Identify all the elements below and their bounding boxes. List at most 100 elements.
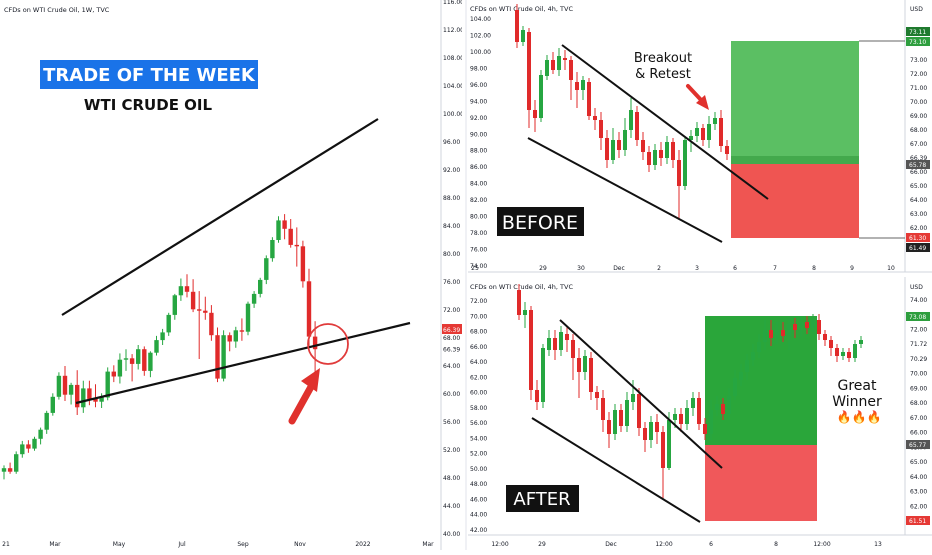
before-entry-tag <box>906 160 930 169</box>
left-candle-body <box>20 444 25 455</box>
after-upper-channel-line <box>559 319 723 469</box>
before-left-tick-9: 86.00 <box>470 164 487 171</box>
left-price-tick-20: 40.00 <box>443 531 460 538</box>
after-lower-channel-line <box>531 417 701 523</box>
after-candle-body <box>667 420 671 468</box>
after-right-tick-5: 70.00 <box>910 371 927 378</box>
after-candle-body <box>661 432 665 468</box>
after-label-box <box>506 485 579 512</box>
left-price-tick-19: 44.00 <box>443 503 460 510</box>
left-candle-body <box>215 335 220 379</box>
before-right-tick-6: 67.00 <box>910 141 927 148</box>
before-candle-body <box>671 142 675 160</box>
before-left-tick-8: 88.00 <box>470 148 487 155</box>
after-candle-body <box>835 348 839 356</box>
after-candle-body <box>547 338 551 350</box>
after-left-tick-8: 56.00 <box>470 420 487 427</box>
before-candle-body <box>725 146 729 154</box>
before-candle-body <box>599 120 603 138</box>
before-lower-channel-line <box>527 137 723 243</box>
after-candle-body <box>685 408 689 424</box>
left-candle-body <box>62 375 68 395</box>
after-left-tick-10: 52.00 <box>470 451 487 458</box>
before-candle-body <box>527 32 531 110</box>
left-candle-body <box>32 438 37 449</box>
after-candle-body <box>829 340 833 348</box>
left-candle-body <box>270 240 275 259</box>
left-candle-body <box>129 358 135 364</box>
after-label: AFTER <box>513 489 570 510</box>
after-candle-body <box>643 428 647 440</box>
after-right-tick-7: 68.00 <box>910 400 927 407</box>
before-right-tick-8: 66.00 <box>910 169 927 176</box>
left-price-tick-6: 92.00 <box>443 167 460 174</box>
after-candle-body <box>781 330 785 336</box>
after-time-tick-5: 8 <box>774 541 778 548</box>
retest-highlight-circle <box>307 323 349 365</box>
after-candle-body <box>799 322 803 330</box>
left-time-tick-7: Mar <box>422 541 434 548</box>
before-time-tick-5: 3 <box>695 265 699 272</box>
after-candle-body <box>517 290 521 315</box>
after-left-tick-9: 54.00 <box>470 435 487 442</box>
before-candle-body <box>641 140 645 152</box>
before-left-tick-12: 80.00 <box>470 214 487 221</box>
after-candle-body <box>529 310 533 390</box>
after-left-tick-11: 50.00 <box>470 466 487 473</box>
before-candles <box>515 4 729 220</box>
before-time-tick-9: 9 <box>850 265 854 272</box>
before-right-price-axis: 73.00 72.00 71.00 70.00 69.00 68.00 67.00 66.39… <box>910 57 927 232</box>
left-candle-body <box>136 349 141 364</box>
before-right-tick-7: 66.39 <box>910 155 927 162</box>
before-upper-channel-line <box>561 44 769 200</box>
left-chart-title: CFDs on WTI Crude Oil, 1W, TVC <box>4 6 110 14</box>
before-right-tick-5: 68.00 <box>910 127 927 134</box>
before-left-tick-7: 90.00 <box>470 131 487 138</box>
after-left-tick-7: 58.00 <box>470 405 487 412</box>
before-stop-tag-2 <box>906 243 930 252</box>
after-take-profit-zone <box>705 316 817 445</box>
left-price-tick-14: 64.00 <box>443 363 460 370</box>
left-candle-body <box>172 295 177 315</box>
after-candle-body <box>769 330 773 338</box>
after-candle-body <box>703 424 707 434</box>
after-stop-loss-zone <box>705 445 817 521</box>
before-time-tick-2: 30 <box>577 265 585 272</box>
before-note-breakout: Breakout <box>634 51 692 66</box>
before-right-tick-12: 62.00 <box>910 225 927 232</box>
before-candle-body <box>557 56 561 70</box>
before-time-axis: 25 29 30 Dec 2 3 6 7 8 9 10 <box>471 265 895 272</box>
before-stop-tag <box>906 233 930 242</box>
left-price-tick-1: 112.00 <box>443 27 464 34</box>
left-candle-body <box>227 335 232 342</box>
after-candle-body <box>823 334 827 340</box>
before-candle-body <box>701 128 705 140</box>
left-candle-body <box>294 244 299 247</box>
before-candle-body <box>617 140 621 150</box>
after-tp-tag <box>906 312 930 321</box>
after-candle-body <box>751 352 755 360</box>
after-candle-body <box>709 410 713 434</box>
after-left-tick-2: 68.00 <box>470 329 487 336</box>
left-candle-body <box>7 468 13 472</box>
after-left-tick-4: 64.00 <box>470 359 487 366</box>
left-time-tick-6: 2022 <box>355 541 370 548</box>
left-candle-body <box>148 352 153 371</box>
after-left-tick-6: 60.00 <box>470 390 487 397</box>
after-right-tick-6: 69.00 <box>910 385 927 392</box>
after-time-tick-4: 6 <box>709 541 713 548</box>
before-candle-body <box>653 150 657 165</box>
after-right-tick-0: 74.00 <box>910 297 927 304</box>
left-time-tick-5: Nov <box>294 541 306 548</box>
after-time-tick-3: 12:00 <box>655 541 672 548</box>
before-candle-body <box>647 152 651 165</box>
left-candle-body <box>264 258 269 280</box>
before-tp-value-2: 73.10 <box>909 39 926 46</box>
left-candle-body <box>190 291 196 310</box>
before-candle-body <box>575 82 579 90</box>
left-candle-body <box>300 246 306 282</box>
left-price-tick-11: 72.00 <box>443 307 460 314</box>
left-candle-body <box>111 371 116 377</box>
after-candle-body <box>559 332 563 350</box>
before-candle-body <box>611 140 615 160</box>
